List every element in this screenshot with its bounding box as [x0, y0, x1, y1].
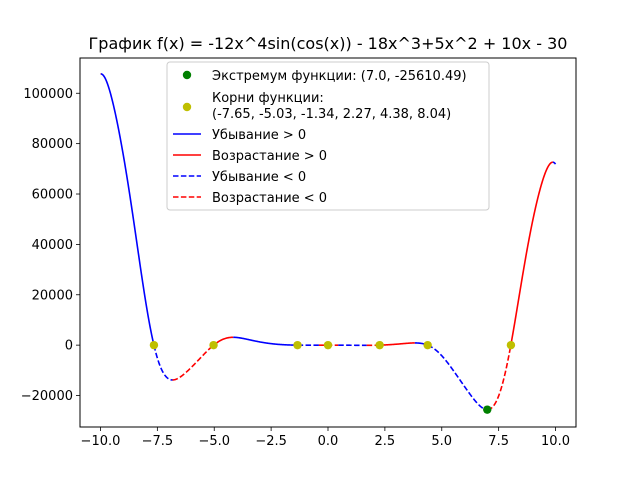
legend-series-label: Возрастание > 0 — [212, 149, 327, 164]
legend-roots-values: (-7.65, -5.03, -1.34, 2.27, 4.38, 8.04) — [212, 107, 451, 122]
x-axis: −10.0 −7.5 −5.0 −2.5 0.0 2.5 5.0 7.5 10.0 — [81, 427, 570, 449]
legend-roots-label: Корни функции: — [212, 91, 324, 106]
root-point — [506, 340, 516, 350]
y-tick-label: 60000 — [32, 188, 73, 203]
x-tick-label: 10.0 — [541, 434, 570, 449]
root-point — [293, 340, 302, 350]
root-point — [323, 340, 333, 350]
legend-frame — [166, 61, 490, 211]
y-tick-label: 40000 — [32, 238, 73, 253]
legend-roots-marker — [182, 102, 192, 112]
legend: Экстремум функции: (7.0, -25610.49) Корни… — [166, 61, 490, 211]
y-tick-label: 20000 — [32, 288, 73, 303]
chart-title: График f(x) = -12x^4sin(cos(x)) - 18x^3+… — [89, 34, 568, 53]
y-tick-label: 80000 — [32, 137, 73, 152]
x-tick-label: −10.0 — [81, 434, 121, 449]
series-line — [509, 161, 553, 346]
root-point — [375, 340, 384, 350]
x-tick-label: 2.5 — [375, 434, 396, 449]
x-tick-label: 0.0 — [318, 434, 339, 449]
series-line — [427, 344, 488, 411]
x-tick-label: −7.5 — [142, 434, 174, 449]
legend-series-label: Убывание < 0 — [212, 170, 306, 185]
legend-extremum-marker — [182, 70, 192, 80]
root-point — [209, 340, 218, 350]
series-line — [233, 336, 298, 346]
series-line — [100, 73, 155, 346]
legend-extremum-label: Экстремум функции: (7.0, -25610.49) — [212, 69, 467, 84]
root-point — [423, 340, 432, 350]
y-tick-label: 0 — [65, 339, 73, 354]
legend-series-label: Убывание > 0 — [212, 128, 306, 143]
series-line — [552, 161, 557, 165]
series-line — [153, 345, 173, 381]
y-tick-label: 100000 — [23, 87, 73, 102]
extremum-point — [483, 405, 492, 414]
series-line — [487, 345, 512, 411]
x-tick-label: −2.5 — [255, 434, 287, 449]
x-tick-label: 7.5 — [488, 434, 509, 449]
series-line — [379, 342, 415, 346]
legend-series-label: Возрастание < 0 — [212, 191, 327, 206]
marker-layer — [149, 340, 516, 414]
x-tick-label: −5.0 — [198, 434, 230, 449]
y-axis: −20000 0 20000 40000 60000 80000 100000 — [21, 87, 80, 404]
series-line — [172, 344, 214, 381]
root-point — [149, 340, 159, 350]
y-tick-label: −20000 — [21, 389, 73, 404]
x-tick-label: 5.0 — [431, 434, 452, 449]
